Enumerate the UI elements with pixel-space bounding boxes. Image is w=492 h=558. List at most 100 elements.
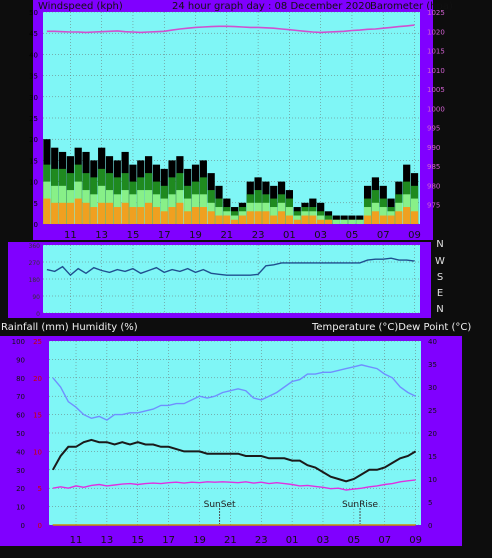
- wind-speed-bar: [144, 202, 153, 224]
- barometer-tick-label: 975: [427, 202, 440, 210]
- wind-speed-bar: [98, 202, 106, 224]
- windspeed-axis-ticks: 0 5 10 15 20 25 30 35 40 45 50: [29, 9, 38, 229]
- dew-point-line: [52, 479, 416, 491]
- wind-speed-bar: [379, 215, 387, 224]
- windspeed-tick-label: 45: [29, 30, 38, 38]
- direction-degree-tick-label: 90: [32, 294, 40, 301]
- wind-direction-series: [46, 257, 415, 277]
- hour-tick-label: 21: [220, 230, 233, 241]
- graph-day-title: 24 hour graph day : 08 December 2020: [172, 1, 371, 12]
- windspeed-tick-label: 0: [34, 221, 38, 229]
- humidity-tick-label: 70: [16, 393, 25, 401]
- hour-tick-label: 19: [193, 535, 206, 546]
- wind-speed-bar: [199, 207, 207, 224]
- wind-speed-bar: [66, 202, 74, 224]
- wind-avg-bar: [285, 207, 293, 224]
- wind-speed-bar: [90, 207, 98, 224]
- wind-speed-bar: [160, 211, 168, 224]
- wind-speed-bar: [152, 207, 161, 224]
- barometer-tick-label: 1010: [427, 67, 445, 75]
- wind-direction-plot-area: [43, 245, 420, 313]
- wind-speed-bar: [371, 211, 380, 224]
- hour-tick-label: 15: [131, 535, 144, 546]
- temperature-tick-label: 35: [428, 361, 437, 369]
- humidity-tick-label: 80: [16, 375, 25, 383]
- wind-speed-bar: [277, 211, 286, 224]
- direction-degree-tick-label: 0: [36, 311, 40, 318]
- temperature-axis-ticks: 0 5 10 15 20 25 30 35 40: [428, 338, 437, 530]
- hour-tick-label: 01: [286, 535, 299, 546]
- barometer-tick-label: 1020: [427, 28, 445, 36]
- hour-tick-label: 05: [346, 230, 359, 241]
- hour-tick-label: 23: [252, 230, 265, 241]
- wind-speed-bar: [105, 202, 114, 224]
- barometer-tick-label: 1005: [427, 86, 445, 94]
- barometer-tick-label: 990: [427, 144, 440, 152]
- wind-speed-bar: [317, 219, 325, 224]
- rainfall-tick-label: 25: [33, 338, 42, 346]
- windspeed-tick-label: 15: [29, 157, 38, 165]
- temperature-tick-label: 10: [428, 476, 437, 484]
- hour-tick-label: 09: [408, 230, 421, 241]
- wind-avg-bar: [340, 219, 348, 224]
- wind-speed-bar: [176, 202, 184, 224]
- wind-speed-bar: [293, 219, 301, 224]
- sun-marker-label: SunRise: [342, 500, 379, 510]
- wind-speed-bar: [270, 215, 278, 224]
- wind-speed-bar: [410, 211, 419, 224]
- wind-speed-bar: [285, 215, 293, 224]
- barometer-header-label: Barometer (hpa): [370, 1, 453, 12]
- direction-degree-tick-label: 270: [29, 260, 41, 267]
- windspeed-tick-label: 25: [29, 115, 38, 123]
- wind-speed-bar: [121, 202, 129, 224]
- wind-speed-bar: [74, 198, 82, 224]
- temperature-tick-label: 30: [428, 384, 437, 392]
- hour-tick-label: 11: [70, 535, 83, 546]
- humidity-tick-label: 90: [16, 356, 25, 364]
- hour-tick-label: 13: [101, 535, 114, 546]
- temperature-tick-label: 0: [428, 522, 432, 530]
- barometer-tick-label: 995: [427, 125, 440, 133]
- hour-axis-ticks-bottom: 11 13 15 17 19 21 23 01 03 05 07 09: [70, 535, 422, 546]
- barometer-tick-label: 985: [427, 163, 440, 171]
- wind-speed-bar: [387, 215, 395, 224]
- humidity-tick-label: 100: [12, 338, 25, 346]
- wind-avg-bar: [348, 219, 356, 224]
- wind-baro-plot-area: [43, 12, 420, 224]
- barometer-tick-label: 980: [427, 182, 440, 190]
- temperature-line: [52, 438, 417, 483]
- hour-tick-label: 07: [378, 535, 391, 546]
- humidity-tick-label: 10: [16, 504, 25, 512]
- temperature-tick-label: 15: [428, 453, 437, 461]
- wind-avg-bar: [356, 219, 364, 224]
- humidity-line: [52, 364, 416, 421]
- wind-avg-bar: [270, 207, 278, 224]
- wind-speed-bar: [51, 202, 59, 224]
- hour-tick-label: 07: [377, 230, 390, 241]
- hour-tick-label: 21: [224, 535, 237, 546]
- wind-speed-bar: [43, 198, 51, 224]
- humidity-tick-label: 20: [16, 485, 25, 493]
- compass-label: W: [435, 256, 445, 267]
- wind-baro-grid: [43, 11, 420, 225]
- compass-label: N: [436, 239, 443, 250]
- wind-speed-bar: [113, 207, 121, 224]
- wind-speed-bar: [82, 202, 90, 224]
- windspeed-tick-label: 50: [29, 9, 38, 17]
- wind-speed-bar: [207, 211, 215, 224]
- hour-tick-label: 01: [283, 230, 296, 241]
- direction-degree-tick-label: 360: [29, 243, 41, 250]
- windspeed-tick-label: 10: [29, 179, 38, 187]
- temperature-tick-label: 40: [428, 338, 437, 346]
- windspeed-header-label: Windspeed (kph): [38, 1, 123, 12]
- compass-label: S: [437, 272, 443, 283]
- barometer-line: [46, 24, 415, 34]
- hour-tick-label: 09: [409, 535, 422, 546]
- wind-speed-bar: [137, 207, 145, 224]
- barometer-tick-label: 1000: [427, 105, 445, 113]
- wind-speed-bar: [184, 211, 192, 224]
- humidity-tick-label: 30: [16, 467, 25, 475]
